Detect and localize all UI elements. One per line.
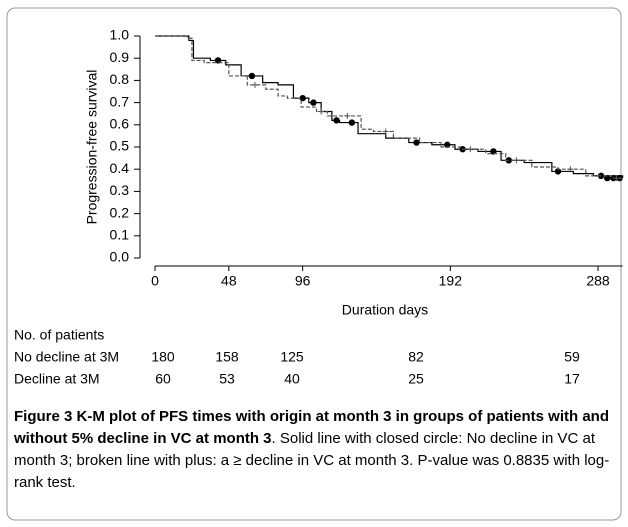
y-tick-label: 1.0 bbox=[110, 27, 130, 43]
censor-circle bbox=[299, 94, 306, 102]
y-tick-label: 0.8 bbox=[110, 71, 130, 87]
risk-count: 180 bbox=[151, 349, 175, 365]
caption-title: K-M plot of PFS times with origin at mon… bbox=[14, 408, 610, 447]
censor-circle bbox=[604, 174, 611, 182]
censor-plus bbox=[344, 112, 351, 119]
risk-count: 40 bbox=[284, 371, 300, 387]
censor-plus bbox=[613, 175, 620, 182]
censor-circle bbox=[214, 57, 222, 64]
censor-circle bbox=[505, 157, 512, 164]
x-tick-label: 96 bbox=[295, 273, 311, 289]
caption: Figure 3 K-M plot of PFS times with orig… bbox=[14, 406, 614, 494]
risk-row-label: Decline at 3M bbox=[14, 371, 100, 387]
y-tick-label: 0.9 bbox=[110, 49, 130, 65]
x-tick-label: 192 bbox=[439, 273, 463, 289]
censor-circle bbox=[444, 141, 451, 148]
risk-count: 59 bbox=[564, 349, 580, 365]
x-tick-label: 48 bbox=[221, 273, 237, 289]
survival-curve bbox=[155, 35, 623, 179]
x-tick-label: 0 bbox=[151, 273, 159, 289]
censor-plus bbox=[251, 81, 258, 88]
risk-count: 25 bbox=[408, 371, 424, 387]
risk-count: 53 bbox=[219, 371, 235, 387]
censor-plus bbox=[513, 157, 520, 164]
x-tick-label: 288 bbox=[586, 273, 610, 289]
survival-curve bbox=[155, 35, 624, 179]
censor-plus bbox=[467, 146, 474, 153]
censor-circle bbox=[554, 168, 562, 175]
risk-count: 158 bbox=[215, 349, 239, 365]
caption-label: Figure 3 bbox=[14, 408, 73, 425]
risk-count: 125 bbox=[280, 349, 304, 365]
censor-circle bbox=[248, 72, 256, 80]
y-tick-label: 0.5 bbox=[110, 138, 130, 154]
y-tick-label: 0.7 bbox=[110, 93, 130, 109]
censor-circle bbox=[490, 148, 497, 155]
y-tick-label: 0.0 bbox=[110, 249, 130, 265]
risk-title: No. of patients bbox=[14, 327, 104, 343]
risk-count: 82 bbox=[408, 349, 424, 365]
y-tick-label: 0.4 bbox=[110, 160, 130, 176]
censor-plus bbox=[567, 166, 574, 173]
y-tick-label: 0.2 bbox=[110, 204, 130, 220]
censor-circle bbox=[413, 139, 420, 146]
censor-plus bbox=[382, 128, 389, 135]
risk-row-label: No decline at 3M bbox=[14, 349, 119, 365]
y-tick-label: 0.3 bbox=[110, 182, 130, 198]
y-axis-label: Progression-free survival bbox=[84, 70, 100, 225]
y-tick-label: 0.6 bbox=[110, 116, 130, 132]
caption-text: . Solid line with closed circle: No decl… bbox=[14, 430, 610, 491]
censor-plus bbox=[318, 108, 325, 115]
risk-count: 60 bbox=[155, 371, 171, 387]
censor-circle bbox=[348, 119, 356, 126]
y-tick-label: 0.1 bbox=[110, 227, 130, 243]
censor-circle bbox=[310, 99, 317, 106]
censor-circle bbox=[333, 117, 340, 124]
risk-count: 17 bbox=[564, 371, 580, 387]
frame bbox=[6, 7, 622, 521]
x-axis-label: Duration days bbox=[342, 302, 428, 318]
